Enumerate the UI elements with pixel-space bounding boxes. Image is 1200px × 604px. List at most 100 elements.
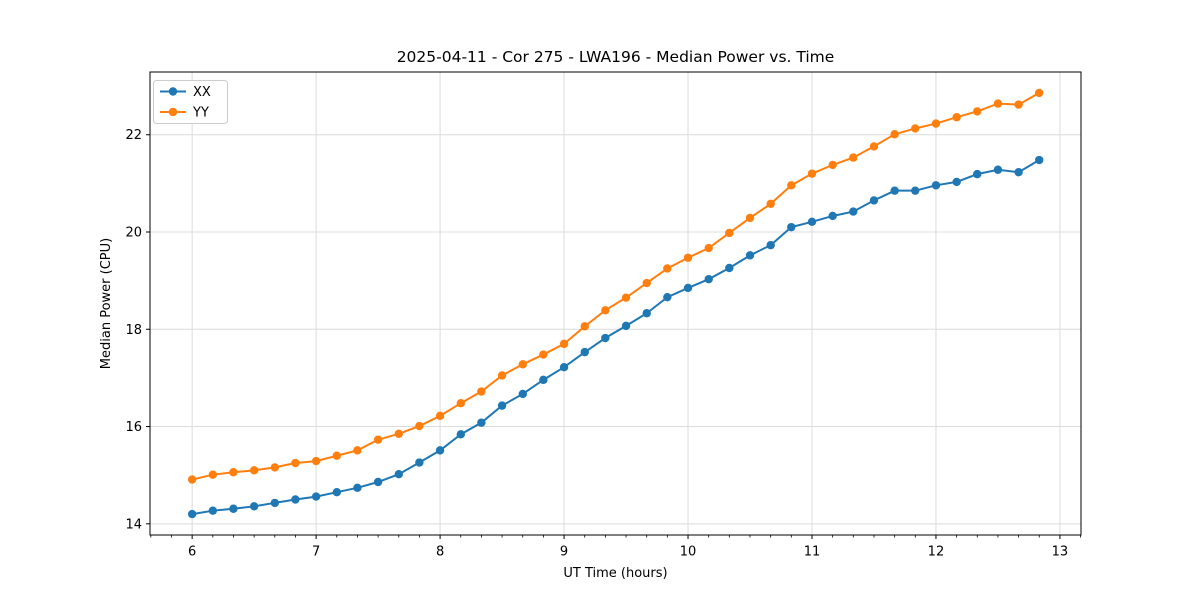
data-point bbox=[1014, 100, 1023, 109]
data-point bbox=[663, 292, 672, 302]
data-point bbox=[745, 251, 755, 260]
data-point bbox=[931, 181, 941, 190]
data-point bbox=[973, 107, 982, 116]
y-tick-labels: 14 16 18 20 22 bbox=[125, 128, 142, 532]
data-point bbox=[208, 506, 218, 515]
data-point bbox=[601, 333, 610, 343]
legend-label-yy: YY bbox=[192, 106, 209, 121]
data-point bbox=[229, 468, 238, 477]
svg-text:11: 11 bbox=[804, 545, 821, 560]
data-point bbox=[828, 211, 837, 221]
data-point bbox=[249, 502, 259, 511]
data-point bbox=[787, 181, 796, 190]
data-point bbox=[849, 153, 858, 162]
data-point bbox=[725, 263, 734, 273]
data-point bbox=[477, 418, 486, 427]
data-point bbox=[332, 451, 342, 460]
svg-text:20: 20 bbox=[125, 226, 142, 241]
data-point bbox=[539, 350, 548, 359]
data-point bbox=[766, 240, 775, 250]
legend-item-xx: XX bbox=[160, 85, 211, 100]
data-point bbox=[1035, 88, 1044, 98]
data-point bbox=[373, 477, 383, 487]
svg-text:8: 8 bbox=[436, 545, 444, 560]
data-point bbox=[973, 169, 982, 179]
data-series bbox=[187, 88, 1044, 519]
svg-text:12: 12 bbox=[928, 545, 945, 560]
data-point bbox=[477, 387, 486, 396]
data-point bbox=[559, 363, 569, 372]
data-point bbox=[807, 169, 817, 178]
data-point bbox=[642, 309, 651, 318]
svg-text:6: 6 bbox=[188, 545, 196, 560]
data-point bbox=[663, 264, 672, 273]
data-point bbox=[993, 165, 1003, 174]
data-point bbox=[332, 488, 342, 497]
data-point bbox=[807, 217, 817, 226]
svg-text:16: 16 bbox=[125, 420, 142, 435]
data-point bbox=[311, 492, 321, 501]
data-point bbox=[725, 228, 734, 238]
data-point bbox=[1035, 155, 1044, 165]
data-point bbox=[601, 306, 610, 315]
data-point bbox=[704, 243, 713, 253]
svg-text:13: 13 bbox=[1052, 545, 1069, 560]
data-point bbox=[683, 283, 693, 293]
svg-text:18: 18 bbox=[125, 323, 142, 338]
data-point bbox=[890, 186, 899, 195]
data-point bbox=[311, 456, 321, 466]
data-point bbox=[952, 177, 961, 187]
data-point bbox=[869, 196, 879, 205]
series-xx bbox=[187, 155, 1044, 519]
data-point bbox=[911, 186, 920, 195]
legend-label-xx: XX bbox=[193, 85, 211, 100]
data-point bbox=[518, 389, 527, 399]
data-point bbox=[580, 322, 589, 331]
data-point bbox=[373, 435, 383, 444]
data-point bbox=[931, 119, 941, 128]
data-point bbox=[869, 142, 879, 151]
data-point bbox=[456, 430, 465, 439]
data-point bbox=[394, 470, 403, 479]
data-point bbox=[683, 253, 693, 262]
data-point bbox=[291, 495, 300, 504]
data-point bbox=[539, 375, 548, 385]
svg-text:22: 22 bbox=[125, 128, 142, 143]
svg-text:10: 10 bbox=[680, 545, 697, 560]
data-point bbox=[787, 222, 796, 232]
legend-marker-yy bbox=[168, 107, 178, 117]
data-point bbox=[745, 213, 755, 223]
data-point bbox=[270, 498, 280, 508]
data-point bbox=[849, 207, 858, 216]
data-point bbox=[415, 421, 424, 431]
legend: XX YY bbox=[153, 80, 228, 124]
data-point bbox=[911, 124, 920, 133]
gridlines bbox=[150, 72, 1081, 535]
data-point bbox=[187, 509, 197, 519]
x-axis-label: UT Time (hours) bbox=[563, 566, 667, 581]
data-point bbox=[1014, 167, 1023, 177]
data-point bbox=[291, 458, 300, 468]
svg-text:14: 14 bbox=[125, 517, 142, 532]
data-point bbox=[559, 339, 569, 349]
data-point bbox=[270, 463, 280, 472]
data-point bbox=[518, 360, 527, 369]
data-point bbox=[497, 371, 507, 380]
data-point bbox=[580, 347, 589, 357]
data-point bbox=[456, 399, 465, 408]
data-point bbox=[353, 483, 362, 493]
plot-frame bbox=[149, 71, 1082, 536]
legend-item-yy: YY bbox=[160, 106, 209, 121]
data-point bbox=[993, 99, 1003, 108]
data-point bbox=[621, 293, 631, 302]
x-tick-labels: 6 7 8 9 10 11 12 13 bbox=[188, 545, 1068, 560]
data-point bbox=[249, 466, 259, 475]
data-point bbox=[435, 411, 445, 421]
data-point bbox=[394, 429, 403, 439]
data-point bbox=[704, 274, 713, 284]
data-point bbox=[642, 278, 651, 288]
data-point bbox=[621, 321, 631, 331]
data-point bbox=[187, 475, 197, 484]
legend-marker-xx bbox=[168, 87, 178, 96]
